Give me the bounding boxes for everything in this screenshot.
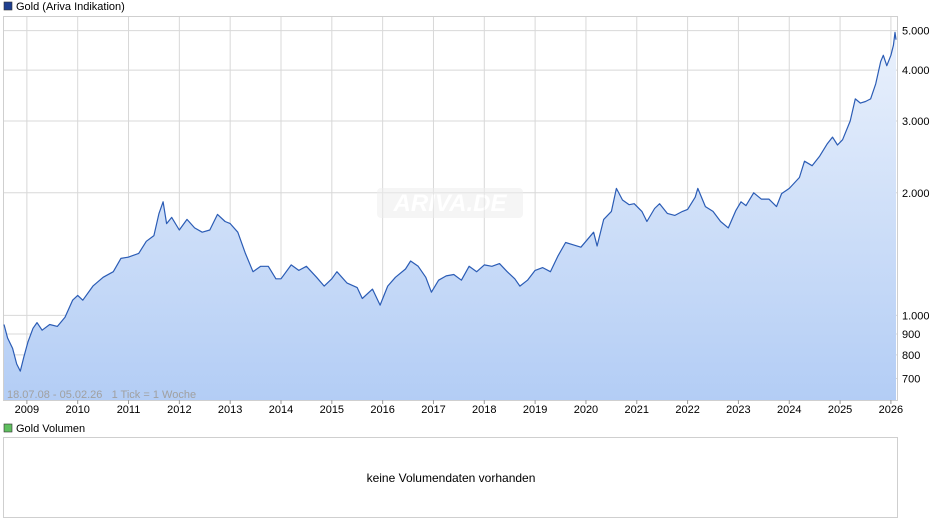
volume-empty-message: keine Volumendaten vorhanden <box>367 471 536 485</box>
price-legend-swatch <box>3 1 13 11</box>
y-tick-label: 2.000 <box>902 188 930 200</box>
x-tick-label: 2013 <box>218 404 242 416</box>
x-tick-label: 2026 <box>879 404 903 416</box>
y-axis: 700 800 900 1.000 2.000 3.000 4.000 5.000 <box>902 26 930 386</box>
x-axis: 2009 2010 2011 2012 2013 2014 2015 2016 2017 2018… <box>15 400 903 416</box>
price-area <box>4 32 896 401</box>
watermark-text: ARIVA.DE <box>393 190 508 217</box>
watermark-logo: ARIVA.DE <box>377 188 523 218</box>
volume-legend-swatch <box>3 423 13 433</box>
x-tick-label: 2023 <box>726 404 750 416</box>
x-tick-label: 2010 <box>65 404 89 416</box>
x-tick-label: 2016 <box>370 404 394 416</box>
y-tick-label: 5.000 <box>902 26 930 38</box>
y-tick-label: 4.000 <box>902 65 930 77</box>
y-tick-label: 700 <box>902 374 920 386</box>
y-tick-label: 3.000 <box>902 116 930 128</box>
x-tick-label: 2022 <box>675 404 699 416</box>
x-tick-label: 2018 <box>472 404 496 416</box>
price-line <box>3 31 897 372</box>
date-range-info: 18.07.08 - 05.02.26 1 Tick = 1 Woche <box>7 389 196 401</box>
y-tick-label: 900 <box>902 329 920 341</box>
x-tick-label: 2017 <box>421 404 445 416</box>
x-tick-label: 2025 <box>828 404 852 416</box>
x-tick-label: 2024 <box>777 404 801 416</box>
volume-panel <box>3 437 898 518</box>
x-tick-label: 2014 <box>269 404 293 416</box>
y-tick-label: 800 <box>902 350 920 362</box>
x-tick-label: 2009 <box>15 404 39 416</box>
x-tick-label: 2011 <box>117 404 141 416</box>
price-legend-label: Gold (Ariva Indikation) <box>16 1 125 13</box>
y-tick-label: 1.000 <box>902 310 930 322</box>
x-tick-label: 2020 <box>574 404 598 416</box>
volume-legend-label: Gold Volumen <box>16 423 85 435</box>
x-tick-label: 2012 <box>167 404 191 416</box>
x-tick-label: 2015 <box>320 404 344 416</box>
x-tick-label: 2021 <box>625 404 649 416</box>
x-tick-label: 2019 <box>523 404 547 416</box>
